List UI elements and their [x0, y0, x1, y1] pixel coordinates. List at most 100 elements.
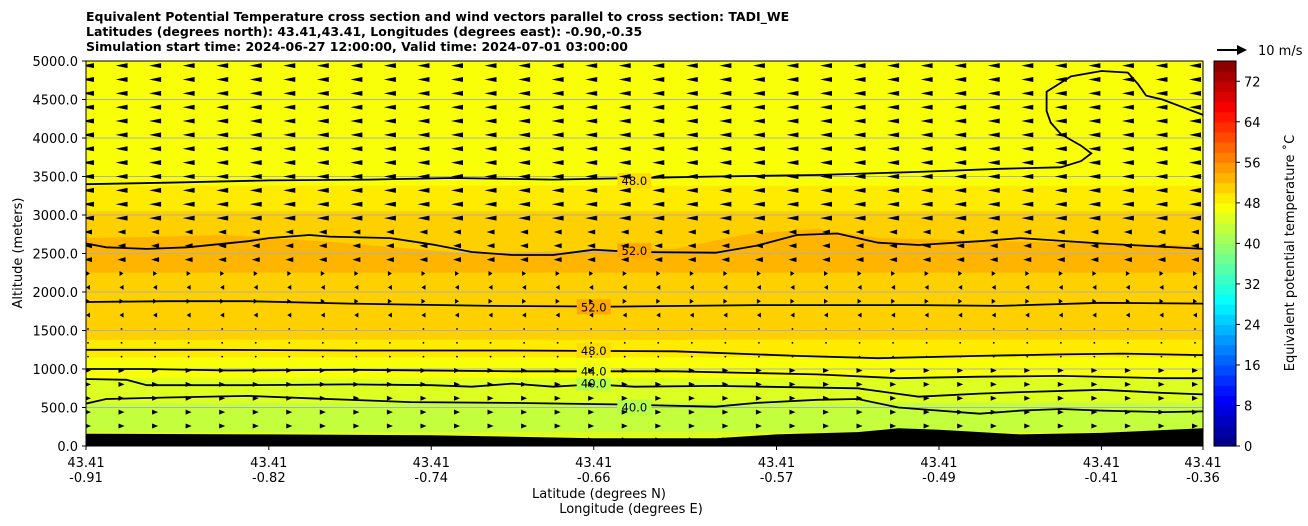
wind-vector — [489, 328, 492, 330]
wind-vector — [685, 90, 698, 96]
wind-vector — [420, 395, 427, 401]
colorbar-tick-label: 32 — [1244, 278, 1261, 293]
wind-vector — [115, 76, 128, 82]
wind-vector — [754, 229, 763, 235]
wind-vector — [182, 201, 195, 207]
wind-vector — [522, 312, 527, 318]
wind-vector — [350, 187, 363, 193]
wind-vector — [1026, 341, 1029, 344]
wind-vector — [86, 423, 91, 429]
wind-vector — [892, 328, 894, 330]
wind-vector — [486, 243, 495, 249]
wind-vector — [385, 257, 394, 263]
wind-vector — [153, 271, 158, 277]
wind-vector — [957, 395, 964, 401]
wind-vector — [283, 90, 296, 96]
wind-vector — [992, 355, 995, 358]
wind-vector — [86, 410, 91, 415]
wind-vector — [321, 355, 324, 358]
wind-vector — [484, 90, 497, 96]
wind-vector — [1158, 437, 1165, 443]
wind-vector — [786, 76, 799, 82]
contour-label-bg — [576, 299, 611, 315]
wind-vector — [1155, 63, 1168, 69]
x-tick-label-lon: -0.91 — [69, 471, 103, 486]
wind-vector — [283, 187, 296, 193]
wind-vector — [1155, 160, 1168, 166]
wind-vector — [115, 104, 128, 110]
wind-vector — [892, 341, 894, 344]
y-tick-label: 0.0 — [57, 440, 78, 455]
wind-vector — [249, 118, 262, 124]
wind-vector — [1121, 146, 1134, 152]
wind-vector — [487, 437, 494, 443]
wind-vector — [115, 118, 128, 124]
wind-vector — [853, 187, 866, 193]
wind-vector — [186, 312, 191, 318]
wind-vector — [656, 284, 661, 290]
wind-vector — [621, 423, 628, 429]
wind-vector — [455, 312, 459, 318]
wind-vector — [1025, 271, 1030, 277]
wind-vector — [383, 76, 396, 82]
wind-vector — [86, 174, 94, 179]
wind-vector — [719, 146, 732, 152]
wind-vector — [756, 284, 761, 290]
wind-vector — [623, 328, 626, 330]
wind-vector — [86, 118, 94, 124]
wind-vector — [286, 437, 293, 443]
wind-vector — [853, 174, 866, 179]
wind-vector — [387, 298, 392, 304]
wind-vector — [286, 409, 293, 415]
wind-vector — [688, 381, 695, 387]
wind-vector — [920, 104, 933, 110]
wind-vector — [387, 271, 392, 277]
wind-vector — [618, 187, 631, 193]
wind-vector — [922, 243, 931, 249]
wind-vector — [86, 104, 94, 110]
wind-vector — [857, 271, 862, 277]
wind-vector — [1192, 395, 1198, 401]
wind-vector — [719, 90, 732, 96]
wind-vector — [1191, 229, 1199, 235]
wind-vector — [589, 271, 594, 277]
colorbar-tick-label: 48 — [1244, 197, 1261, 212]
wind-vector — [890, 395, 897, 401]
wind-vector — [417, 104, 430, 110]
wind-vector — [419, 243, 428, 249]
wind-vector — [1155, 215, 1168, 221]
wind-vector — [1054, 201, 1067, 207]
wind-vector — [689, 298, 694, 304]
wind-vector — [887, 187, 900, 193]
wind-vector — [383, 174, 396, 179]
wind-vector — [1159, 271, 1164, 277]
y-tick-label: 1000.0 — [33, 363, 79, 378]
wind-vector — [1088, 174, 1101, 179]
wind-vector — [585, 160, 598, 166]
wind-vector — [1024, 409, 1031, 415]
wind-vector — [1189, 187, 1201, 193]
wind-vector — [1121, 63, 1134, 69]
wind-vector — [1192, 437, 1198, 443]
wind-vector — [853, 132, 866, 138]
wind-vector — [86, 271, 90, 277]
wind-vector — [688, 395, 695, 401]
wind-vector — [216, 146, 229, 152]
wind-vector — [987, 146, 1000, 152]
wind-vector — [385, 229, 394, 235]
wind-vector — [187, 328, 190, 330]
wind-vector — [353, 381, 360, 387]
wind-vector — [218, 243, 227, 249]
wind-vector — [484, 215, 497, 221]
wind-vector — [350, 201, 363, 207]
wind-vector — [887, 76, 900, 82]
wind-vector — [1125, 284, 1130, 290]
wind-vector — [1058, 271, 1063, 277]
wind-vector — [791, 355, 794, 358]
wind-vector — [887, 63, 900, 69]
wind-vector — [621, 437, 628, 443]
wind-vector — [825, 328, 827, 330]
wind-vector — [622, 284, 627, 290]
wind-vector — [754, 243, 763, 249]
wind-vector — [618, 160, 631, 166]
